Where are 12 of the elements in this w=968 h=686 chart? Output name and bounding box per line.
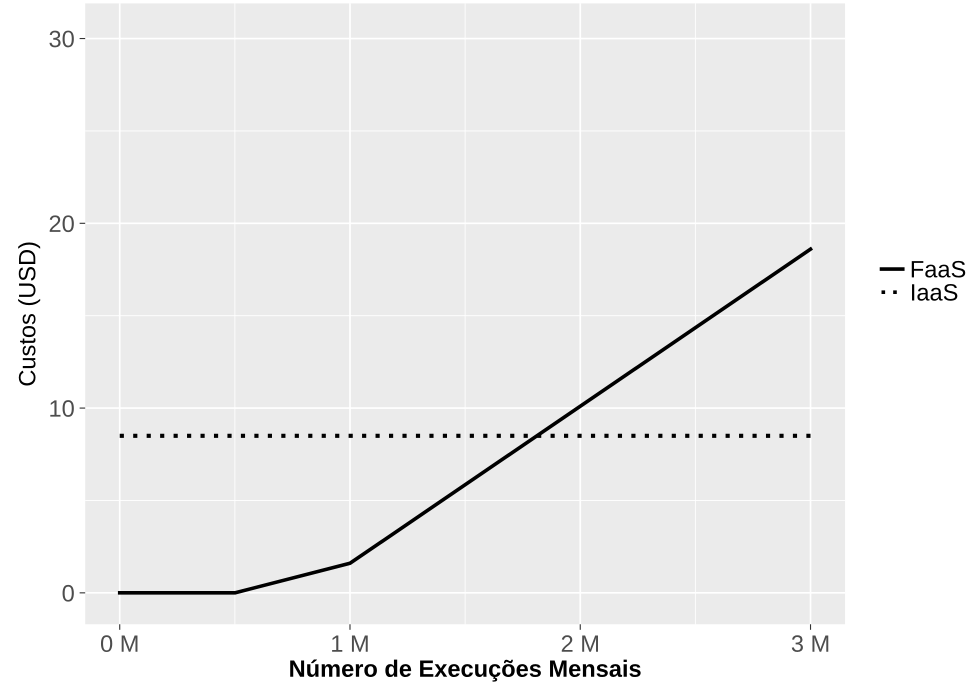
y-tick-label: 30	[49, 30, 74, 48]
x-tick-label: 1 M	[332, 636, 368, 652]
x-axis-title: Número de Execuções Mensais	[290, 659, 641, 682]
x-tick-label: 2 M	[562, 635, 598, 652]
y-axis-title: Custos (USD)	[18, 242, 40, 386]
x-tick-label: 0 M	[100, 635, 138, 652]
legend-label: FaaS	[912, 260, 966, 278]
x-tick-label: 3 M	[792, 635, 828, 652]
y-tick-label: 0	[62, 584, 74, 602]
y-tick-label: 20	[50, 215, 74, 232]
y-tick-label: 10	[50, 400, 74, 417]
legend-label: IaaS	[912, 284, 958, 301]
